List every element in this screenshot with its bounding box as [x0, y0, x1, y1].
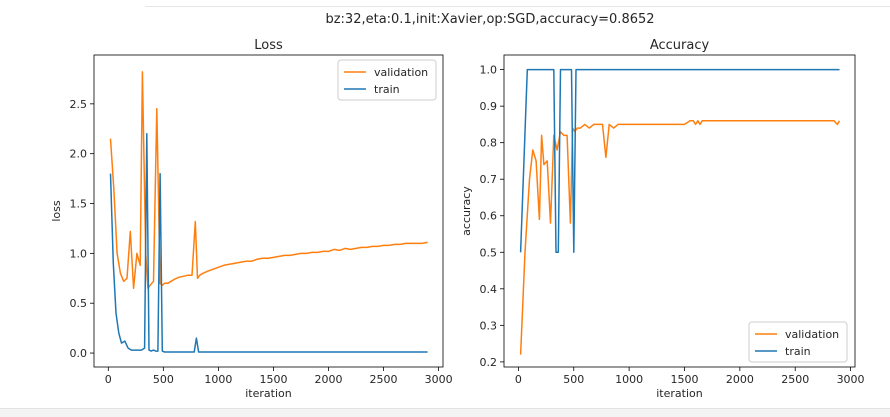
axes-frame [503, 54, 856, 368]
y-axis-label: loss [50, 200, 63, 222]
figure: bz:32,eta:0.1,init:Xavier,op:SGD,accurac… [50, 12, 865, 400]
series-line-validation [519, 120, 841, 355]
x-tick-label: 0 [515, 373, 522, 386]
panel-accuracy: 0 500 1000 1500 2000 2500 3000 0.2 0.3 0.4 0.5 0.6 0… [460, 38, 865, 400]
y-tick-label: 0.5 [70, 297, 88, 310]
legend: validation train [337, 59, 437, 101]
y-tick-label: 0.4 [480, 283, 498, 296]
series-line-validation [109, 71, 428, 290]
y-tick-label: 1.0 [480, 64, 498, 77]
x-tick-label: 2500 [370, 373, 398, 386]
y-tick-label: 2.0 [70, 148, 88, 161]
x-tick-label: 1000 [204, 373, 232, 386]
y-tick-label: 0.3 [480, 319, 498, 332]
axes-frame [93, 54, 444, 368]
panel-title: Loss [254, 38, 283, 53]
y-tick-label: 0.6 [480, 210, 498, 223]
x-axis-label: iteration [245, 387, 291, 400]
y-tick-label: 0.7 [480, 173, 498, 186]
y-tick-label: 0.9 [480, 100, 498, 113]
x-axis-label: iteration [656, 387, 702, 400]
panel-title: Accuracy [650, 38, 710, 53]
x-tick-label: 500 [563, 373, 584, 386]
top-divider [145, 6, 890, 7]
figure-suptitle: bz:32,eta:0.1,init:Xavier,op:SGD,accurac… [325, 12, 654, 27]
legend-label-train: train [374, 83, 400, 96]
y-tick-label: 0.0 [70, 347, 88, 360]
y-tick-label: 2.5 [70, 98, 88, 111]
legend-label-validation: validation [374, 66, 428, 79]
legend-label-train: train [785, 345, 811, 358]
y-tick-label: 0.2 [480, 356, 498, 369]
x-tick-label: 2000 [315, 373, 343, 386]
y-tick-label: 0.8 [480, 137, 498, 150]
legend: validation train [748, 321, 848, 363]
panel-loss: 0 500 1000 1500 2000 2500 3000 0.0 0.5 1.0 1.5 2.0 2… [50, 38, 453, 400]
y-tick-label: 1.0 [70, 247, 88, 260]
x-tick-label: 500 [153, 373, 174, 386]
y-axis-label: accuracy [460, 186, 473, 236]
x-tick-label: 3000 [837, 373, 865, 386]
y-tick-label: 1.5 [70, 198, 88, 211]
y-tick-label: 0.5 [480, 246, 498, 259]
legend-box [748, 321, 848, 363]
horizontal-scrollbar[interactable] [0, 408, 890, 417]
x-tick-label: 0 [105, 373, 112, 386]
x-tick-label: 1000 [615, 373, 643, 386]
legend-box [337, 59, 437, 101]
x-tick-label: 1500 [259, 373, 287, 386]
series-line-train [109, 132, 428, 353]
x-tick-label: 2500 [781, 373, 809, 386]
x-tick-label: 2000 [726, 373, 754, 386]
x-tick-label: 3000 [425, 373, 453, 386]
x-tick-label: 1500 [670, 373, 698, 386]
series-line-train [519, 68, 840, 254]
legend-label-validation: validation [785, 328, 839, 341]
left-margin [0, 0, 145, 416]
